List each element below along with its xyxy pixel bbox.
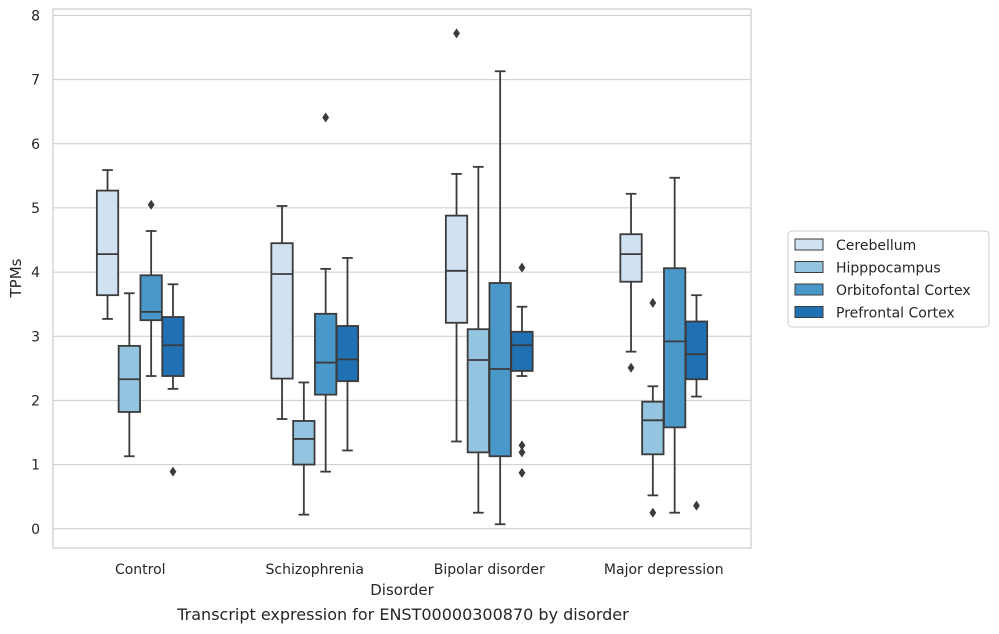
outlier-point-0 (649, 297, 657, 308)
box-cerebellum-2 (444, 28, 469, 443)
x-tick-label-schizophrenia: Schizophrenia (266, 562, 364, 578)
outlier-point-0 (322, 112, 330, 123)
legend-label-cerebellum: Cerebellum (836, 238, 916, 254)
iqr-box (641, 400, 665, 456)
outlier-point-2 (518, 447, 526, 458)
box-plot-marks (95, 28, 709, 526)
y-tick-label-7: 7 (31, 73, 40, 89)
y-tick-label-8: 8 (31, 8, 40, 24)
outlier-point-0 (169, 466, 177, 477)
iqr-box (466, 328, 490, 454)
y-tick-label-0: 0 (31, 522, 40, 538)
y-tick-label-6: 6 (31, 137, 40, 153)
outlier-point-0 (147, 199, 155, 210)
box-prefrontal-cortex-1 (335, 257, 360, 452)
y-tick-label-3: 3 (31, 329, 40, 345)
iqr-box (161, 316, 185, 377)
box-hipppocampus-1 (292, 381, 316, 516)
plot-area-frame (52, 8, 752, 549)
box-orbitofontal-cortex-1 (314, 112, 338, 473)
chart-caption: Transcript expression for ENST0000030087… (177, 605, 629, 624)
iqr-box (684, 320, 709, 381)
iqr-box (270, 242, 294, 380)
y-tick-label-2: 2 (31, 393, 40, 409)
y-tick-label-5: 5 (31, 201, 40, 217)
box-prefrontal-cortex-3 (684, 294, 709, 511)
box-cerebellum-3 (619, 192, 643, 373)
x-axis-label: Disorder (370, 581, 434, 599)
legend-swatch-prefrontal-cortex (794, 306, 824, 318)
iqr-box (314, 312, 338, 396)
box-orbitofontal-cortex-2 (488, 70, 512, 526)
iqr-box (510, 330, 534, 372)
legend-label-orbitofontal-cortex: Orbitofontal Cortex (836, 283, 971, 299)
x-tick-label-bipolar-disorder: Bipolar disorder (434, 562, 545, 578)
box-hipppocampus-2 (466, 165, 490, 514)
box-orbitofontal-cortex-3 (663, 176, 687, 514)
y-tick-label-1: 1 (31, 458, 40, 474)
box-cerebellum-1 (270, 205, 294, 420)
x-axis-ticks: Control Schizophrenia Bipolar disorder Majo… (115, 562, 724, 578)
x-tick-label-major-depression: Major depression (604, 562, 724, 578)
outlier-point-1 (518, 440, 526, 451)
box-orbitofontal-cortex-0 (139, 199, 163, 377)
legend-swatch-cerebellum (794, 238, 824, 251)
outlier-point-3 (518, 467, 526, 478)
outlier-point-0 (693, 500, 700, 511)
legend-frame (787, 230, 990, 328)
legend-label-prefrontal-cortex: Prefrontal Cortex (836, 306, 955, 322)
outlier-point-0 (518, 262, 526, 273)
outlier-point-1 (649, 507, 657, 518)
x-tick-label-control: Control (115, 562, 166, 578)
y-axis-label: TPMs (7, 258, 25, 298)
box-prefrontal-cortex-2 (510, 262, 534, 478)
box-hipppocampus-0 (117, 292, 141, 458)
outlier-point-0 (453, 28, 460, 39)
iqr-box (292, 420, 316, 466)
iqr-box (335, 325, 360, 383)
iqr-box (619, 233, 643, 283)
box-cerebellum-0 (95, 169, 120, 320)
box-prefrontal-cortex-0 (161, 283, 185, 477)
y-axis-ticks: 0 1 2 3 4 5 6 7 8 (31, 8, 40, 537)
legend: Cerebellum Hipppocampus Orbitofontal Corte… (787, 230, 990, 328)
iqr-box (139, 274, 163, 322)
box-plot-chart: 0 1 2 3 4 5 6 7 8 Control Schizophrenia Bipolar di… (7, 8, 990, 599)
iqr-box (95, 189, 120, 297)
legend-swatch-orbitofontal-cortex (794, 283, 824, 296)
iqr-box (444, 214, 469, 324)
outlier-point-0 (627, 362, 635, 373)
iqr-box (663, 267, 687, 429)
y-tick-label-4: 4 (31, 265, 40, 281)
legend-label-hipppocampus: Hipppocampus (836, 261, 941, 277)
box-hipppocampus-3 (641, 297, 665, 518)
legend-swatch-hipppocampus (794, 261, 824, 273)
